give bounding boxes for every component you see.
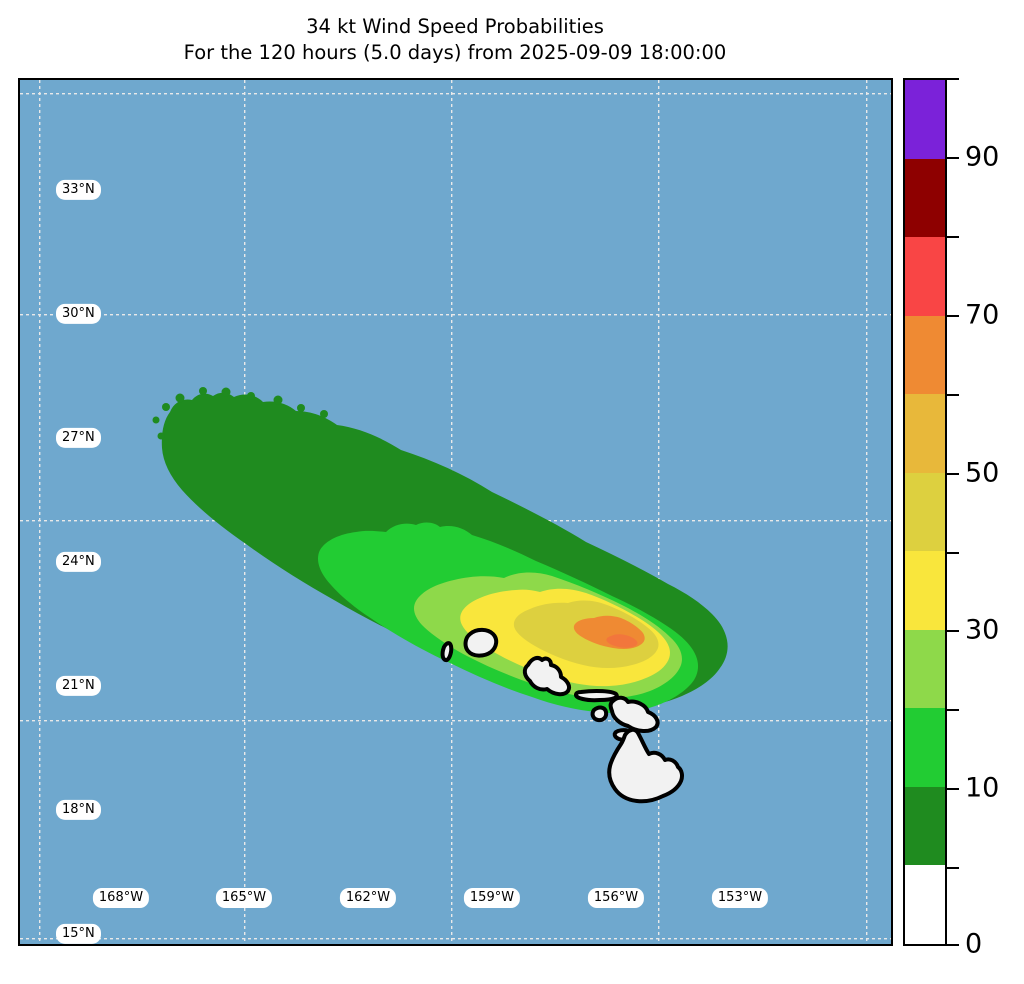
colorbar-ticklabel-90: 90 (965, 141, 1000, 173)
island-oahu (522, 655, 572, 697)
colorbar-tick-40 (947, 551, 959, 554)
chart-title: 34 kt Wind Speed Probabilities For the 1… (0, 14, 910, 65)
colorbar-band-30-40 (905, 551, 945, 630)
lat-label-27n: 27°N (56, 427, 101, 449)
lat-label-33n: 33°N (56, 179, 101, 201)
island-kauai (463, 627, 499, 658)
colorbar-tick-50 (947, 472, 959, 475)
lon-label-168w: 168°W (92, 888, 150, 909)
colorbar-band-80-90 (905, 158, 945, 238)
probability-contour-plume (152, 387, 728, 713)
colorbar-tick-20 (947, 709, 959, 712)
colorbar-band-10-20 (905, 708, 945, 787)
chart-title-line-2: For the 120 hours (5.0 days) from 2025-0… (183, 40, 727, 64)
lat-label-24n: 24°N (56, 551, 101, 573)
colorbar-ticklabel-0: 0 (965, 928, 983, 960)
colorbar-band-5-10 (905, 786, 945, 866)
colorbar-tick-group: 90 70 50 30 10 0 (903, 78, 1023, 958)
colorbar-ticklabel-70: 70 (965, 299, 1000, 331)
contour-speckles-nw (152, 387, 328, 440)
colorbar-tick-80 (947, 235, 959, 238)
island-molokai (574, 688, 619, 703)
lon-label-156w: 156°W (587, 888, 645, 909)
colorbar-tick-5 (947, 867, 959, 870)
colorbar-ticklabel-30: 30 (965, 614, 1000, 646)
colorbar-band-50-60 (905, 394, 945, 473)
lat-label-21n: 21°N (56, 675, 101, 697)
map-canvas (20, 80, 891, 944)
colorbar-tick-0 (947, 944, 959, 946)
colorbar-band-60-70 (905, 315, 945, 395)
contour-core-peak (606, 634, 638, 648)
colorbar-band-20-30 (905, 629, 945, 709)
colorbar-band-70-80 (905, 237, 945, 316)
lat-label-30n: 30°N (56, 303, 101, 325)
lon-label-165w: 165°W (215, 888, 273, 909)
chart-title-line-1: 34 kt Wind Speed Probabilities (306, 15, 604, 38)
island-niihau (440, 641, 454, 663)
colorbar-tick-60 (947, 393, 959, 396)
lon-label-159w: 159°W (463, 888, 521, 909)
island-hawaii-big-island (607, 727, 684, 804)
hawaiian-islands (440, 627, 684, 804)
lat-label-15n: 15°N (56, 923, 101, 944)
map-axes[interactable]: 33°N 30°N 27°N 24°N 21°N 18°N 15°N 168°W… (18, 78, 893, 946)
colorbar-tick-10 (947, 788, 959, 791)
colorbar-tick-30 (947, 630, 959, 633)
colorbar-ticklabel-50: 50 (965, 457, 1000, 488)
colorbar-ticklabel-10: 10 (965, 772, 1000, 804)
lon-label-162w: 162°W (339, 888, 397, 909)
island-maui (608, 695, 660, 733)
lon-label-153w: 153°W (711, 888, 769, 909)
colorbar-tick-70 (947, 314, 959, 317)
probability-colorbar[interactable] (903, 78, 947, 946)
colorbar-tick-90 (947, 156, 959, 159)
lat-label-18n: 18°N (56, 799, 101, 821)
island-lanai (590, 705, 609, 723)
colorbar-tick-100 (947, 78, 959, 80)
colorbar-band-90-100 (905, 80, 945, 159)
colorbar-band-0-5 (905, 865, 945, 944)
colorbar-band-40-50 (905, 472, 945, 552)
